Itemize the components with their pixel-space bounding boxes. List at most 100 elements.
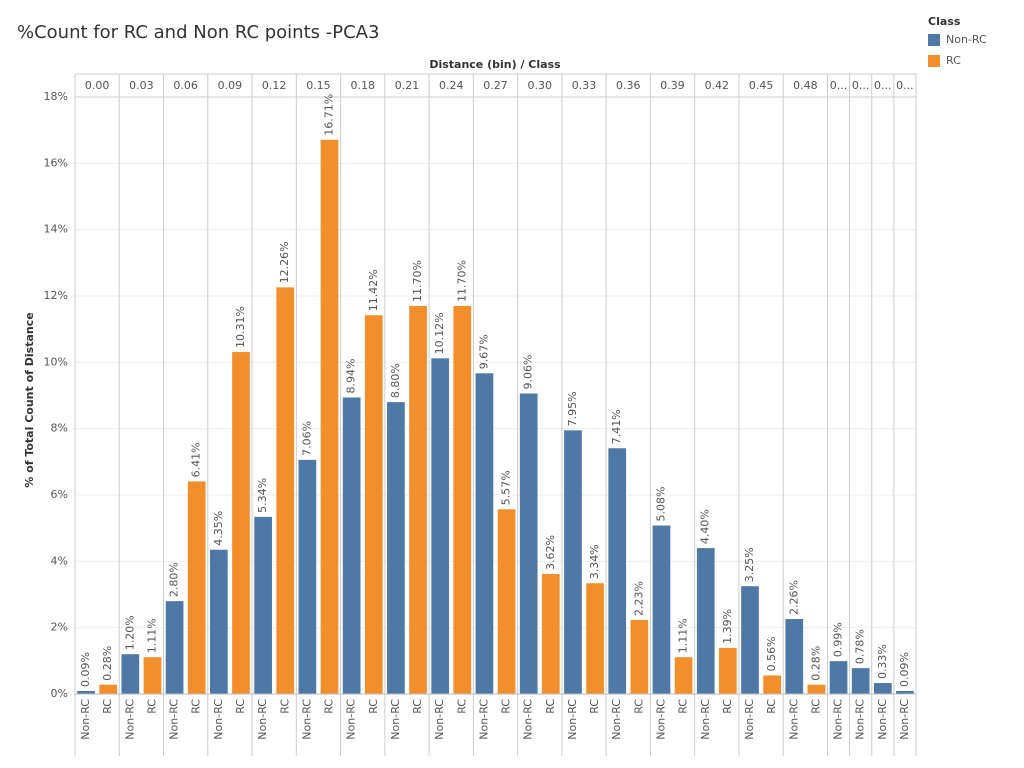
y-tick-label: 6% [51,488,68,501]
x-tick-label: RC [411,699,424,714]
bar [453,305,472,694]
bar [99,684,118,694]
value-label: 9.67% [477,334,490,369]
x-tick-label: Non-RC [654,699,667,740]
pane-header: 0.03 [129,79,154,92]
x-tick-label: RC [677,699,690,714]
x-tick-label: Non-RC [522,699,535,740]
bar [785,619,804,694]
bar [364,315,383,694]
value-label: 7.41% [610,409,623,444]
pane-header: 0... [852,79,870,92]
bar [165,601,184,694]
value-label: 9.06% [522,355,535,390]
x-tick-label: Non-RC [256,699,269,740]
y-tick-label: 0% [51,687,68,700]
bar [497,509,516,694]
bar [719,647,737,694]
bar [608,448,627,694]
y-tick-label: 14% [44,223,68,236]
x-tick-label: Non-RC [898,699,911,740]
pane-header: 0.21 [395,79,420,92]
pane-header: 0.42 [705,79,730,92]
x-tick-label: Non-RC [79,699,92,740]
legend-label: RC [946,54,961,67]
value-label: 5.08% [654,487,667,522]
value-label: 0.78% [854,629,867,664]
x-tick-label: RC [455,699,468,714]
bar [143,657,162,694]
y-tick-label: 4% [51,554,68,567]
x-tick-label: RC [367,699,380,714]
bar [409,305,427,694]
value-label: 6.41% [190,442,203,477]
bar [519,393,538,694]
x-tick-label: RC [145,699,158,714]
pane-header: 0... [874,79,892,92]
legend-label: Non-RC [946,33,987,46]
x-tick-label: Non-RC [433,699,446,740]
pane-header: 0.36 [616,79,641,92]
value-label: 11.42% [367,269,380,311]
x-tick-label: RC [190,699,203,714]
value-label: 0.56% [765,636,778,671]
pane-header: 0.27 [483,79,508,92]
value-label: 1.20% [123,615,136,650]
value-label: 5.34% [256,478,269,513]
value-label: 0.99% [832,622,845,657]
pane-header: 0... [896,79,914,92]
x-tick-label: RC [588,699,601,714]
legend-swatch [928,55,940,67]
bar [431,358,450,694]
bar [121,654,140,694]
x-tick-label: RC [809,699,822,714]
value-label: 5.57% [500,470,513,505]
x-tick-label: Non-RC [610,699,623,740]
x-tick-label: RC [101,699,114,714]
x-tick-label: RC [500,699,513,714]
value-label: 0.09% [79,652,92,687]
value-label: 2.23% [632,581,645,616]
bar [586,583,604,694]
pane-header: 0.24 [439,79,464,92]
y-tick-label: 12% [44,289,68,302]
pane-header: 0.33 [572,79,597,92]
bar [763,675,781,694]
bar [851,668,870,694]
value-label: 3.25% [743,547,756,582]
y-tick-label: 18% [44,90,68,103]
value-label: 8.80% [389,363,402,398]
pane-header: 0.48 [793,79,818,92]
bar [475,373,494,694]
value-label: 11.70% [455,260,468,302]
x-tick-label: RC [234,699,247,714]
legend-swatch [928,34,940,46]
x-tick-label: Non-RC [300,699,313,740]
value-label: 1.11% [145,618,158,653]
bar [232,352,250,694]
chart-title: %Count for RC and Non RC points -PCA3 [17,22,379,43]
value-label: 4.40% [699,509,712,544]
value-label: 1.39% [721,609,734,644]
pane-header: 0... [830,79,848,92]
value-label: 0.28% [101,646,114,681]
x-tick-label: RC [278,699,291,714]
bar [276,287,295,694]
bar [77,691,95,694]
x-tick-label: RC [721,699,734,714]
x-tick-label: RC [544,699,557,714]
bar [342,397,361,694]
x-tick-label: Non-RC [477,699,490,740]
pane-header: 0.39 [660,79,685,92]
value-label: 3.34% [588,544,601,579]
pane-header: 0.30 [528,79,553,92]
value-label: 2.80% [168,562,181,597]
x-tick-label: Non-RC [212,699,225,740]
x-tick-label: Non-RC [832,699,845,740]
x-tick-label: RC [765,699,778,714]
legend-title: Class [928,15,961,28]
value-label: 0.28% [809,646,822,681]
x-tick-label: RC [323,699,336,714]
value-label: 12.26% [278,241,291,283]
pane-header: 0.00 [85,79,110,92]
